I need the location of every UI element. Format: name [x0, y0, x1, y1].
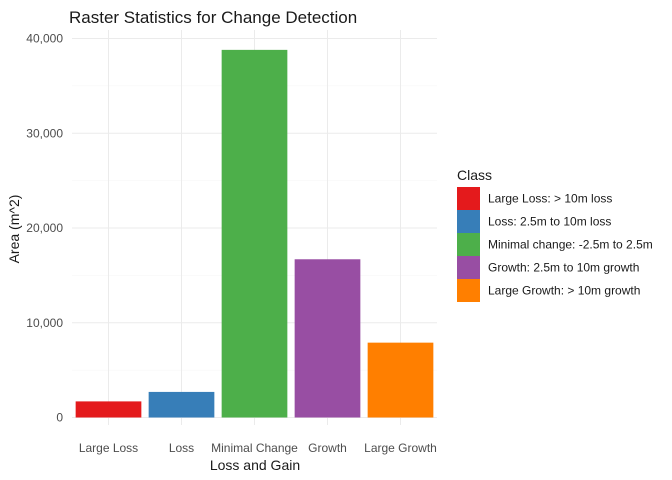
bar-loss: [148, 391, 215, 418]
x-tick-label: Large Loss: [79, 441, 138, 455]
legend-key: [457, 279, 480, 302]
legend-title: Class: [457, 167, 492, 183]
x-tick-label: Large Growth: [364, 441, 437, 455]
legend-label: Large Growth: > 10m growth: [488, 284, 640, 298]
y-tick-label: 40,000: [26, 32, 63, 46]
y-tick-label: 20,000: [26, 221, 63, 235]
legend-key: [457, 187, 480, 210]
legend-label: Minimal change: -2.5m to 2.5m: [488, 238, 653, 252]
legend-label: Growth: 2.5m to 10m growth: [488, 261, 639, 275]
x-tick-label: Minimal Change: [211, 441, 298, 455]
legend: Class Large Loss: > 10m loss Loss: 2.5m t…: [457, 167, 653, 302]
bars: [75, 49, 434, 418]
legend-key: [457, 210, 480, 233]
bar-minimal-change: [221, 49, 288, 418]
bar-large-growth: [367, 342, 434, 418]
y-tick-label: 0: [56, 411, 63, 425]
legend-key: [457, 256, 480, 279]
x-tick-labels: Large Loss Loss Minimal Change Growth Large …: [79, 441, 437, 455]
legend-label: Loss: 2.5m to 10m loss: [488, 215, 611, 229]
bar-large-loss: [75, 401, 142, 418]
x-tick-label: Growth: [308, 441, 347, 455]
chart-title: Raster Statistics for Change Detection: [69, 8, 357, 27]
x-tick-label: Loss: [169, 441, 194, 455]
legend-key: [457, 233, 480, 256]
legend-label: Large Loss: > 10m loss: [488, 192, 612, 206]
y-tick-label: 10,000: [26, 316, 63, 330]
x-axis-title: Loss and Gain: [210, 457, 300, 473]
y-tick-labels: 0 10,000 20,000 30,000 40,000: [26, 32, 63, 425]
y-axis-title: Area (m^2): [6, 195, 22, 264]
bar-growth: [294, 259, 361, 418]
y-tick-label: 30,000: [26, 126, 63, 140]
